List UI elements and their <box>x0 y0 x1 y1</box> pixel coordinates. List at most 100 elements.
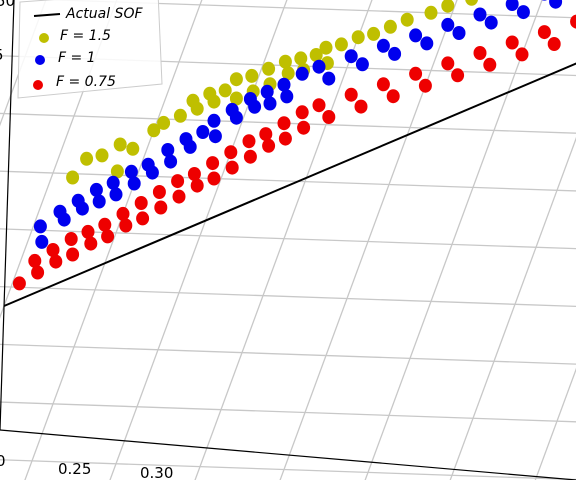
data-point-series-1 <box>109 187 123 202</box>
data-point-series-2 <box>278 131 292 146</box>
data-point-series-1 <box>516 5 530 20</box>
grid-line-vertical <box>194 0 373 480</box>
data-point-series-1 <box>164 154 178 169</box>
data-point-series-0 <box>173 108 187 123</box>
data-point-series-2 <box>262 138 276 153</box>
data-point-series-2 <box>136 211 150 226</box>
grid-line-vertical <box>109 0 288 480</box>
data-point-series-0 <box>367 26 381 41</box>
data-point-series-2 <box>322 110 336 124</box>
data-point-series-2 <box>376 77 390 92</box>
data-point-series-2 <box>187 167 201 181</box>
data-point-series-0 <box>95 148 109 163</box>
legend-box <box>17 0 163 99</box>
data-point-series-1 <box>92 194 106 209</box>
grid-line-vertical <box>0 0 118 319</box>
data-point-series-1 <box>127 176 141 191</box>
data-point-series-2 <box>206 156 220 171</box>
legend-label-f075: F = 0.75 <box>56 74 116 90</box>
legend-swatch-f075 <box>33 80 43 90</box>
data-point-series-2 <box>81 224 95 239</box>
data-point-series-2 <box>483 57 497 72</box>
data-point-series-1 <box>388 46 402 61</box>
actual-sof-line <box>3 62 576 307</box>
data-point-series-0 <box>190 101 204 116</box>
data-point-series-0 <box>110 164 124 179</box>
data-point-series-1 <box>441 17 455 32</box>
data-point-series-1 <box>541 0 548 1</box>
data-point-series-2 <box>354 99 368 114</box>
grid-line-horizontal <box>0 459 576 480</box>
data-point-series-2 <box>386 89 400 104</box>
legend-label-f15: F = 1.5 <box>60 28 111 44</box>
data-point-series-1 <box>161 143 175 157</box>
data-point-series-1 <box>409 28 423 43</box>
grid-line-horizontal <box>0 343 576 365</box>
data-point-series-1 <box>263 96 277 111</box>
data-point-series-1 <box>344 49 358 64</box>
data-point-series-2 <box>570 14 576 29</box>
data-point-series-2 <box>28 253 42 268</box>
data-point-series-1 <box>57 212 71 227</box>
data-point-series-0 <box>229 72 243 87</box>
grid-line-horizontal <box>0 285 576 308</box>
data-point-series-2 <box>297 120 311 135</box>
data-point-series-2 <box>172 189 186 204</box>
data-point-series-2 <box>66 247 80 262</box>
data-point-series-0 <box>278 54 292 69</box>
data-point-series-2 <box>101 229 115 244</box>
grid-line-vertical <box>279 0 458 480</box>
data-point-series-0 <box>157 115 171 130</box>
data-point-series-2 <box>547 37 561 51</box>
data-point-series-0 <box>400 12 414 27</box>
data-point-series-0 <box>319 40 333 55</box>
grid-line-vertical <box>449 136 576 480</box>
data-point-series-0 <box>229 91 243 106</box>
data-point-series-1 <box>505 0 519 11</box>
data-point-series-1 <box>183 139 197 154</box>
data-point-series-0 <box>218 83 232 98</box>
grid-line-horizontal <box>0 228 576 250</box>
data-point-series-1 <box>248 99 262 114</box>
data-point-series-1 <box>312 59 326 74</box>
data-point-series-2 <box>154 200 168 215</box>
data-point-series-2 <box>473 46 487 60</box>
data-point-series-2 <box>451 68 465 83</box>
reference-line-layer <box>3 62 576 307</box>
data-point-series-1 <box>89 182 103 197</box>
data-point-series-0 <box>294 51 308 66</box>
legend-swatch-f1 <box>35 55 45 65</box>
data-point-series-1 <box>124 164 138 179</box>
grid-line-vertical <box>24 0 203 480</box>
data-point-series-2 <box>344 87 358 102</box>
legend: Actual SOF F = 1.5 F = 1 F = 0.75 <box>17 0 163 99</box>
data-point-series-2 <box>537 25 551 40</box>
data-point-series-0 <box>245 68 259 83</box>
data-point-series-0 <box>262 61 276 76</box>
data-point-series-0 <box>383 19 397 34</box>
data-point-series-2 <box>98 217 112 232</box>
data-point-series-0 <box>126 141 140 156</box>
data-point-series-0 <box>207 94 221 109</box>
data-point-series-2 <box>295 105 309 120</box>
data-point-series-2 <box>134 196 148 210</box>
data-point-series-2 <box>243 149 257 164</box>
data-point-series-1 <box>280 89 294 104</box>
data-point-series-1 <box>229 110 243 125</box>
data-point-series-2 <box>190 178 204 193</box>
data-point-series-1 <box>106 175 120 190</box>
data-point-series-2 <box>225 160 239 175</box>
data-point-series-0 <box>351 30 365 45</box>
data-point-series-1 <box>420 36 434 51</box>
data-point-series-1 <box>549 0 563 9</box>
data-point-series-1 <box>484 15 498 30</box>
tick-labels: 0 0.25 0.30 50 5 <box>0 0 173 480</box>
grid-line-vertical <box>534 367 576 480</box>
data-point-series-0 <box>465 0 479 6</box>
data-point-series-1 <box>207 113 221 128</box>
data-point-series-0 <box>334 37 348 52</box>
legend-label-f1: F = 1 <box>58 50 96 66</box>
data-point-series-2 <box>49 254 63 269</box>
data-point-series-2 <box>116 206 130 221</box>
